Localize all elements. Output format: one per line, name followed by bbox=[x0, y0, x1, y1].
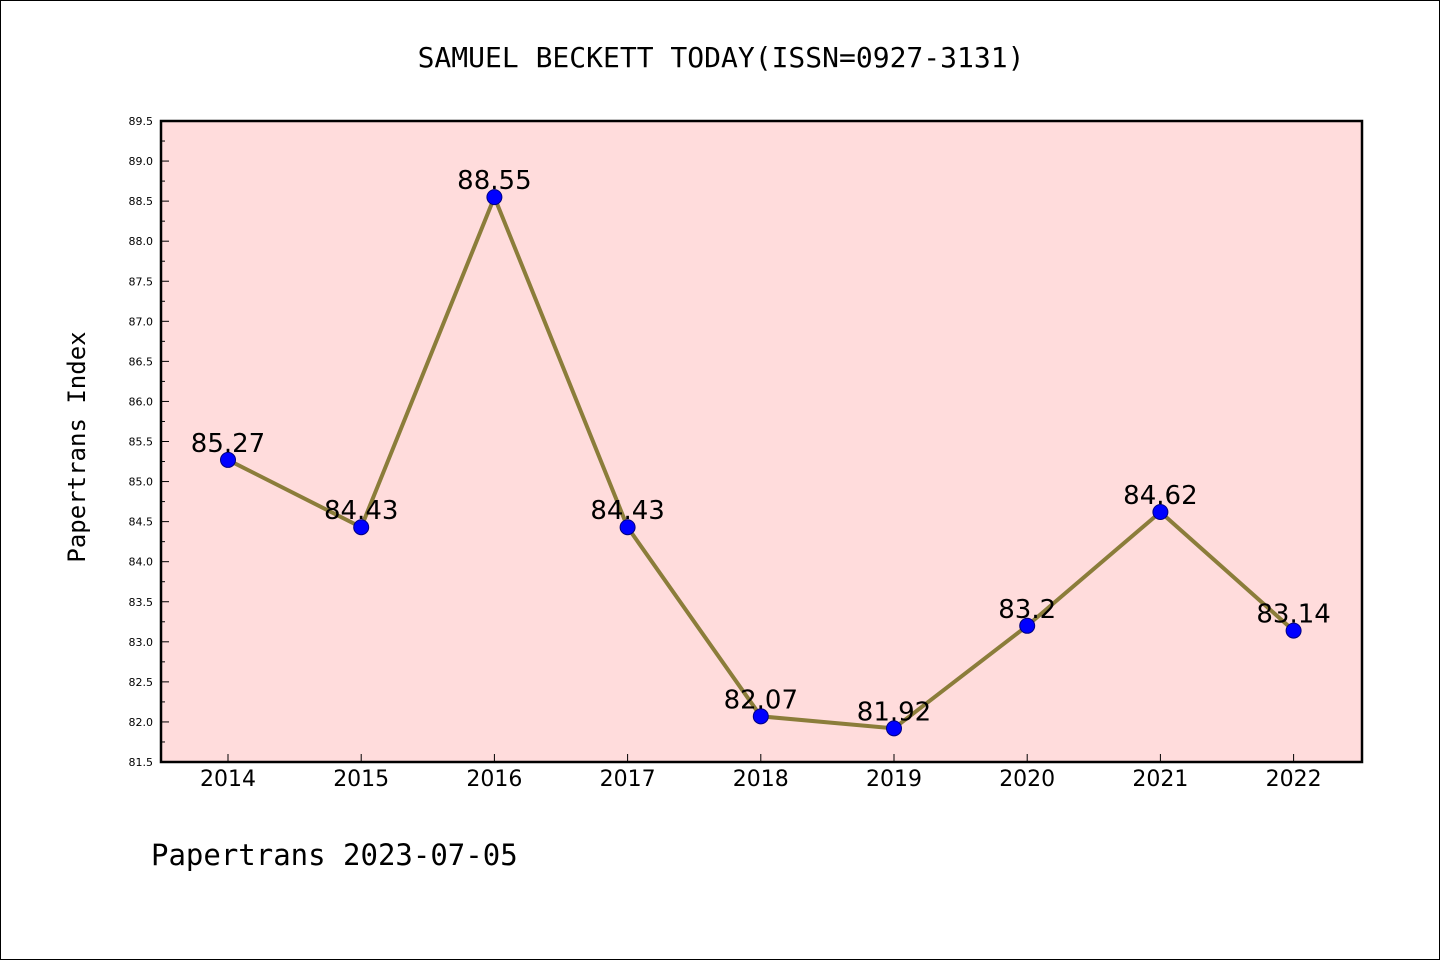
y-tick-label: 84.5 bbox=[129, 516, 154, 529]
x-tick-label: 2019 bbox=[866, 767, 922, 792]
data-label: 84.62 bbox=[1123, 481, 1197, 511]
data-label: 85.27 bbox=[191, 429, 265, 459]
series-layer bbox=[220, 189, 1302, 737]
data-point bbox=[486, 189, 503, 206]
y-tick-label: 87.0 bbox=[129, 315, 154, 328]
data-point bbox=[752, 708, 769, 725]
y-tick-label: 82.5 bbox=[129, 676, 154, 689]
y-tick-label: 82.0 bbox=[129, 716, 154, 729]
data-label: 83.14 bbox=[1256, 600, 1330, 630]
data-point bbox=[220, 451, 236, 468]
y-tick-label: 84.0 bbox=[129, 556, 154, 569]
x-tick-label: 2022 bbox=[1266, 767, 1322, 792]
x-tick-label: 2016 bbox=[466, 767, 522, 792]
y-axis-label: Papertrans Index bbox=[63, 331, 91, 562]
plot-area bbox=[161, 121, 1362, 762]
x-tick-label: 2014 bbox=[200, 767, 256, 792]
y-tick-label: 89.0 bbox=[129, 155, 154, 168]
data-label: 82.07 bbox=[724, 685, 798, 715]
y-tick-label: 86.0 bbox=[129, 395, 154, 408]
x-axis: 2014 2015 2016 2017 2018 2019 2020 2021 2022 bbox=[200, 754, 1322, 792]
data-point bbox=[1019, 617, 1036, 634]
data-point bbox=[1285, 622, 1302, 639]
x-tick-label: 2015 bbox=[333, 767, 389, 792]
y-tick-label: 88.0 bbox=[129, 235, 154, 248]
y-tick-label: 87.5 bbox=[129, 275, 154, 288]
y-tick-label: 86.5 bbox=[129, 355, 154, 368]
x-tick-label: 2017 bbox=[600, 767, 656, 792]
data-label: 84.43 bbox=[324, 496, 398, 526]
y-tick-label: 83.5 bbox=[129, 596, 154, 609]
footer-date-stamp: Papertrans 2023-07-05 bbox=[151, 838, 518, 872]
data-label-layer: 85.27 84.43 88.55 84.43 82.07 81.92 83.2 84.62 8… bbox=[191, 166, 1331, 727]
y-tick-label: 81.5 bbox=[129, 756, 154, 769]
x-tick-label: 2021 bbox=[1132, 767, 1188, 792]
y-tick-label: 85.5 bbox=[129, 436, 154, 449]
y-tick-label: 89.5 bbox=[129, 115, 154, 128]
y-tick-label: 85.0 bbox=[129, 476, 154, 489]
data-label: 83.2 bbox=[998, 595, 1056, 625]
chart-title: SAMUEL BECKETT TODAY(ISSN=0927-3131) bbox=[418, 41, 1025, 74]
data-point bbox=[353, 519, 370, 536]
data-label: 81.92 bbox=[857, 697, 931, 727]
data-point bbox=[1152, 504, 1169, 521]
y-tick-label: 88.5 bbox=[129, 195, 154, 208]
data-point bbox=[619, 519, 636, 536]
data-point bbox=[886, 720, 902, 737]
y-tick-label: 83.0 bbox=[129, 636, 154, 649]
x-tick-label: 2018 bbox=[733, 767, 789, 792]
y-axis: 81.5 82.0 82.5 83.0 83.5 84.0 84.5 85.0 85.5 86.0… bbox=[129, 115, 169, 769]
plot-border bbox=[159, 119, 1364, 764]
data-label: 84.43 bbox=[590, 496, 664, 526]
data-label: 88.55 bbox=[457, 166, 531, 196]
x-tick-label: 2020 bbox=[999, 767, 1055, 792]
